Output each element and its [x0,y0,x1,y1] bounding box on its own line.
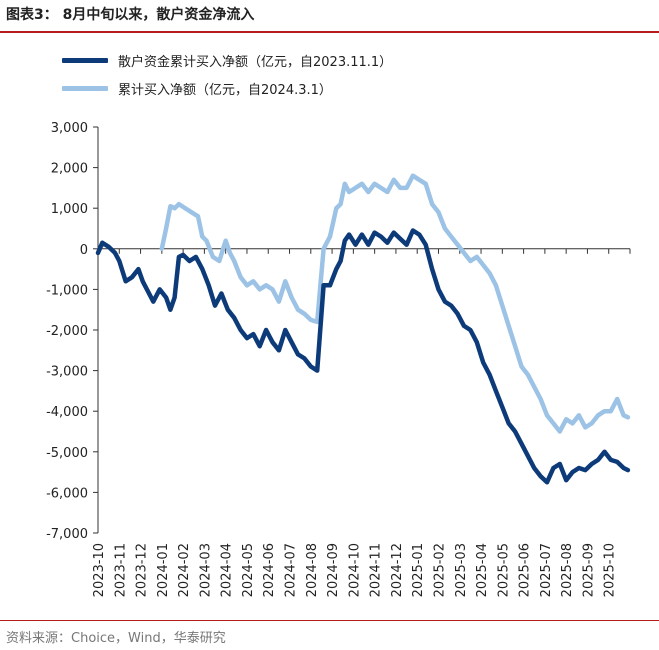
y-tick-label: -6,000 [46,486,88,501]
x-tick-label: 2025-06 [518,543,533,597]
x-tick-label: 2024-10 [347,543,362,597]
legend-swatch-series1 [62,57,108,63]
y-tick-label: -5,000 [46,446,88,461]
x-tick-label: 2025-01 [411,543,426,597]
series-group [95,173,631,485]
series-line-cumulative-since-2024 [159,173,631,434]
x-tick-label: 2025-08 [560,543,575,597]
y-tick-label: 3,000 [51,121,88,136]
x-tick-label: 2025-07 [539,543,554,597]
legend-item-series1: 散户资金累计买入净额（亿元，自2023.11.1） [62,46,392,74]
x-tick-label: 2024-11 [369,543,384,597]
x-tick-label: 2023-11 [113,543,128,597]
y-tick-label: 1,000 [51,202,88,217]
x-tick-label: 2025-05 [496,543,511,597]
y-tick-label: -1,000 [46,283,88,298]
x-tick-label: 2025-04 [475,543,490,597]
y-tick-label: 0 [80,243,88,258]
x-tick-label: 2024-07 [284,543,299,597]
legend-item-series2: 累计买入净额（亿元，自2024.3.1） [62,74,392,102]
legend-swatch-series2 [62,85,108,91]
line-chart: 3,000 2,000 1,000 0 -1,000 -2,000 -3,000 -4,000… [46,121,631,597]
x-tick-label: 2024-01 [156,543,171,597]
y-tick-label: -4,000 [46,405,88,420]
x-axis: 2023-10 2023-11 2023-12 2024-01 2024-02 2024-… [92,248,631,597]
y-axis: 3,000 2,000 1,000 0 -1,000 -2,000 -3,000 -4,000… [46,121,99,542]
x-tick-label: 2025-10 [603,543,618,597]
y-tick-label: -7,000 [46,527,88,542]
footer-rule [0,620,659,621]
x-tick-label: 2024-05 [241,543,256,597]
x-tick-label: 2025-02 [432,543,447,597]
title-rule [0,31,659,33]
x-tick-label: 2024-04 [220,543,235,597]
figure-title: 图表3： 8月中旬以来，散户资金净流入 [6,7,255,23]
x-tick-label: 2023-12 [135,543,150,597]
y-tick-label: -2,000 [46,324,88,339]
x-tick-label: 2024-12 [390,543,405,597]
x-tick-label: 2025-09 [581,543,596,597]
x-tick-label: 2024-02 [177,543,192,597]
x-tick-label: 2024-06 [262,543,277,597]
x-tick-label: 2024-09 [326,543,341,597]
legend-label-series1: 散户资金累计买入净额（亿元，自2023.11.1） [118,54,393,70]
x-tick-label: 2024-03 [198,543,213,597]
x-tick-label: 2023-10 [92,543,107,597]
y-tick-label: -3,000 [46,365,88,380]
chart-legend: 散户资金累计买入净额（亿元，自2023.11.1） 累计买入净额（亿元，自202… [62,46,392,102]
series-line-retail-cumulative [95,228,631,485]
y-tick-label: 2,000 [51,162,88,177]
x-tick-label: 2025-03 [454,543,469,597]
x-tick-label: 2024-08 [305,543,320,597]
source-note: 资料来源：Choice，Wind，华泰研究 [6,631,226,646]
legend-label-series2: 累计买入净额（亿元，自2024.3.1） [118,82,332,98]
